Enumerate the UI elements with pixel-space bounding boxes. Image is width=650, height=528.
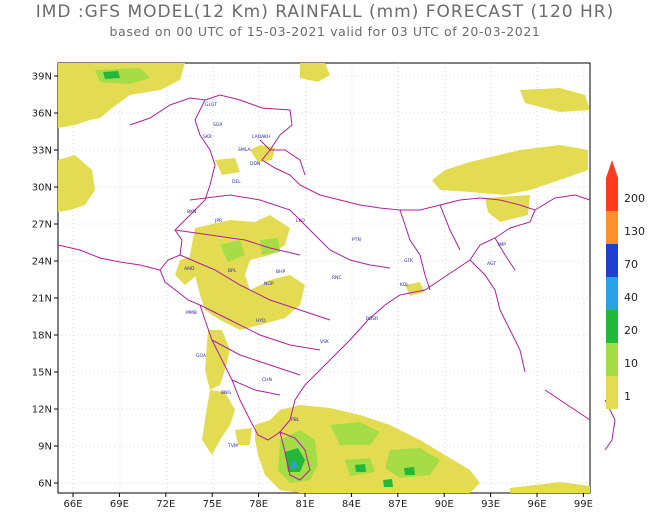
longitude-tick-label: 90E bbox=[435, 499, 454, 510]
city-label: RNC bbox=[332, 275, 342, 281]
city-label: SGR bbox=[213, 122, 222, 128]
city-label: BNG bbox=[221, 390, 231, 396]
longitude-tick-label: 87E bbox=[388, 499, 407, 510]
latitude-tick-label: 27N bbox=[32, 220, 52, 231]
longitude-tick-label: 66E bbox=[63, 499, 82, 510]
chart-title: IMD :GFS MODEL(12 Km) RAINFALL (mm) FORE… bbox=[35, 2, 615, 22]
city-label: CHN bbox=[262, 377, 272, 383]
city-label: IMP bbox=[498, 242, 506, 248]
colorbar-top-arrow bbox=[606, 160, 618, 178]
political-boundaries bbox=[57, 94, 616, 481]
longitude-tick-label: 93E bbox=[481, 499, 500, 510]
city-label: GOA bbox=[196, 353, 207, 359]
city-label: NGP bbox=[264, 281, 274, 287]
city-label: SKR bbox=[203, 134, 212, 140]
colorbar-segment bbox=[606, 277, 618, 310]
latitude-tick-label: 6N bbox=[38, 479, 52, 490]
city-label: GLGT bbox=[205, 102, 217, 108]
colorbar-label: 200 bbox=[624, 192, 645, 205]
colorbar-label: 20 bbox=[624, 324, 638, 337]
colorbar-segment bbox=[606, 376, 618, 409]
latitude-tick-label: 30N bbox=[32, 183, 52, 194]
city-label: SMLA bbox=[238, 147, 251, 153]
latitude-tick-label: 21N bbox=[32, 294, 52, 305]
colorbar-segment bbox=[606, 211, 618, 244]
latitude-tick-label: 39N bbox=[32, 72, 52, 83]
longitude-tick-label: 84E bbox=[342, 499, 361, 510]
city-label: KOL bbox=[400, 282, 409, 288]
city-label: JPR bbox=[214, 218, 222, 224]
rainfall-colorbar: 200 130 70 40 20 10 1 bbox=[606, 160, 645, 409]
city-label: HYD bbox=[256, 318, 266, 324]
city-label: DEL bbox=[232, 179, 241, 185]
longitude-tick-label: 96E bbox=[527, 499, 546, 510]
colorbar-label: 1 bbox=[624, 390, 631, 403]
longitude-tick-label: 75E bbox=[203, 499, 222, 510]
longitude-tick-label: 81E bbox=[295, 499, 314, 510]
city-label: BKN bbox=[187, 209, 196, 215]
colorbar-label: 70 bbox=[624, 258, 638, 271]
city-label: VSK bbox=[320, 339, 330, 345]
city-label: GTK bbox=[404, 258, 414, 264]
city-label: BHP bbox=[276, 269, 285, 275]
colorbar-label: 40 bbox=[624, 291, 638, 304]
city-label: BBSR bbox=[366, 316, 378, 322]
latitude-tick-label: 12N bbox=[32, 405, 52, 416]
city-label: LADAKH bbox=[252, 134, 271, 140]
longitude-tick-label: 78E bbox=[249, 499, 268, 510]
colorbar-label: 10 bbox=[624, 357, 638, 370]
city-label: TVM bbox=[227, 443, 238, 449]
city-label: MMB bbox=[186, 310, 197, 316]
longitude-tick-label: 72E bbox=[156, 499, 175, 510]
colorbar-segment bbox=[606, 244, 618, 277]
city-label: PBL bbox=[291, 417, 300, 423]
latitude-tick-label: 18N bbox=[32, 331, 52, 342]
city-label: BPL bbox=[228, 268, 237, 274]
city-label: AMD bbox=[184, 266, 195, 272]
colorbar-label: 130 bbox=[624, 225, 645, 238]
longitude-tick-label: 69E bbox=[110, 499, 129, 510]
rainfall-heavy-areas bbox=[103, 71, 415, 487]
latitude-tick-label: 24N bbox=[32, 257, 52, 268]
city-label: DDN bbox=[250, 161, 260, 167]
city-labels: GLGT SKR LADAKH SGR SMLA DDN DEL JPR BKN LKO PTN GT… bbox=[184, 102, 506, 449]
longitude-tick-label: 99E bbox=[574, 499, 593, 510]
city-label: AGT bbox=[487, 261, 496, 267]
latitude-tick-label: 36N bbox=[32, 109, 52, 120]
colorbar-segment bbox=[606, 343, 618, 376]
latitude-ticks: 39N 36N 33N 30N 27N 24N 21N 18N 15N 12N 9N 6N bbox=[32, 72, 58, 490]
latitude-tick-label: 15N bbox=[32, 368, 52, 379]
colorbar-segment bbox=[606, 310, 618, 343]
city-label: LKO bbox=[296, 218, 305, 224]
colorbar-segment bbox=[606, 178, 618, 211]
longitude-ticks: 66E 69E 72E 75E 78E 81E 84E 87E 90E 93E 96E 99E bbox=[63, 493, 593, 510]
city-label: PTN bbox=[352, 237, 361, 243]
latitude-tick-label: 9N bbox=[38, 442, 52, 453]
chart-subtitle: based on 00 UTC of 15-03-2021 valid for … bbox=[109, 24, 541, 39]
latitude-tick-label: 33N bbox=[32, 146, 52, 157]
